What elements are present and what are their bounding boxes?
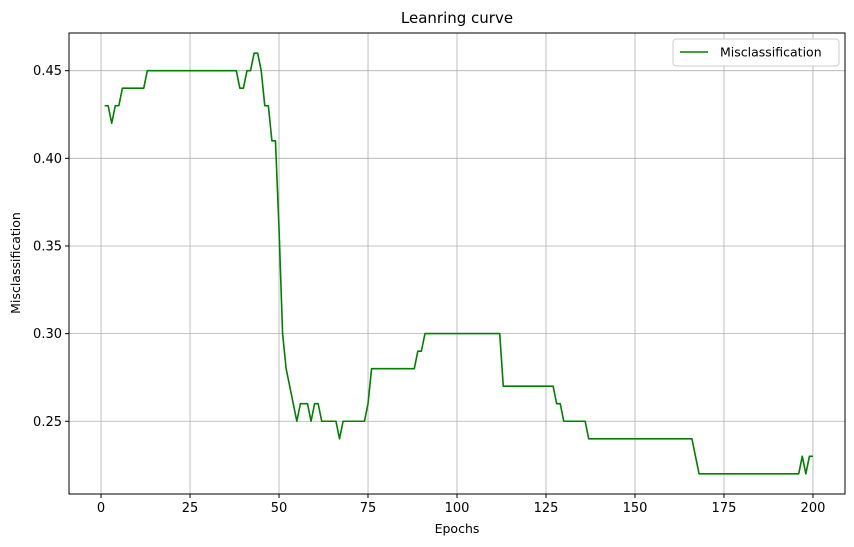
x-tick-label: 175 — [712, 501, 737, 516]
series-layer — [104, 52, 813, 475]
x-tick-label: 25 — [182, 501, 199, 516]
chart-title: Leanring curve — [401, 9, 513, 27]
y-axis-label: Misclassification — [8, 212, 23, 314]
y-tick-label: 0.45 — [33, 64, 62, 79]
x-tick-label: 200 — [801, 501, 826, 516]
legend-box — [672, 38, 840, 67]
x-tick-label: 100 — [445, 501, 470, 516]
y-tick-label: 0.30 — [33, 327, 62, 342]
x-tick-label: 125 — [534, 501, 559, 516]
x-axis-label: Epochs — [435, 521, 480, 536]
x-tick-label: 150 — [623, 501, 648, 516]
y-tick-label: 0.40 — [33, 152, 62, 167]
ticks: 0 25 50 75 100 125 150 175 200 0.25 0.30 0.35 0.40 0.… — [33, 64, 825, 516]
y-tick-label: 0.25 — [33, 415, 62, 430]
y-tick-label: 0.35 — [33, 239, 62, 254]
series-line-misclassification — [104, 52, 813, 475]
legend: Misclassification — [672, 38, 840, 67]
x-tick-label: 0 — [97, 501, 105, 516]
x-tick-label: 75 — [360, 501, 377, 516]
legend-label: Misclassification — [720, 45, 822, 60]
x-tick-label: 50 — [271, 501, 288, 516]
